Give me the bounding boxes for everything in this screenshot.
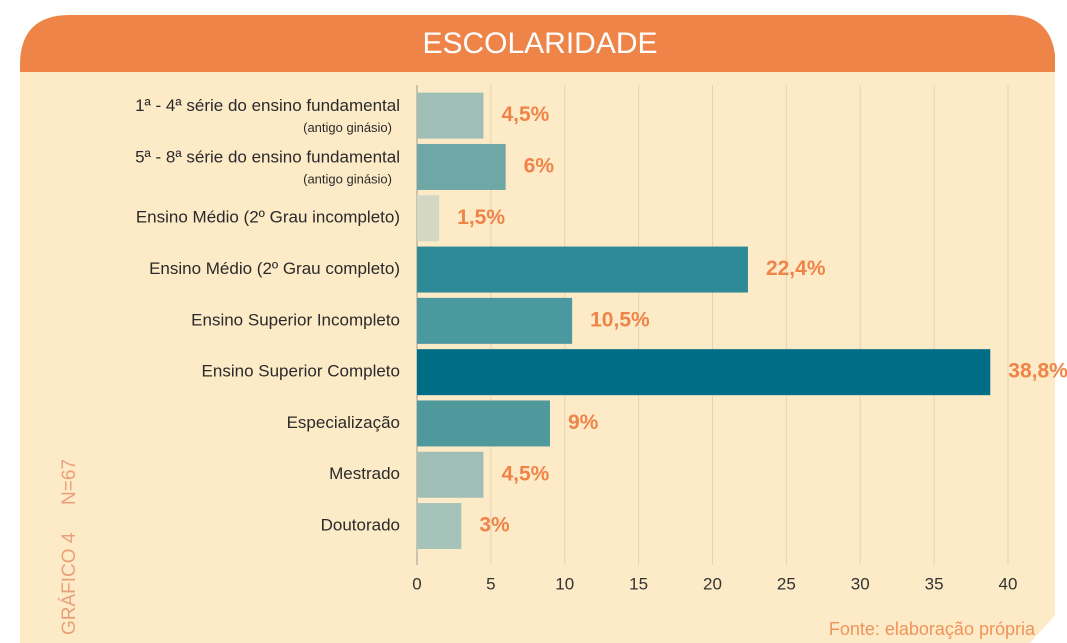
side-label: GRÁFICO 4 [59,532,80,635]
value-label: 10,5% [590,308,650,331]
value-label: 4,5% [501,462,549,485]
value-label: 3% [479,514,510,537]
chart-title: ESCOLARIDADE [422,27,657,60]
y-tick-label: Doutorado [321,516,400,535]
value-label: 22,4% [766,257,826,280]
value-label: 9% [568,411,599,434]
x-tick-label: 15 [629,574,648,593]
bar [417,503,462,550]
sample-size: N=67 [59,459,80,505]
y-tick-label: Ensino Superior Completo [202,362,400,381]
y-tick-label: 5ª - 8ª série do ensino fundamental [135,147,400,166]
y-tick-label: Ensino Superior Incompleto [191,310,400,329]
bar [417,92,484,139]
value-label: 38,8% [1008,360,1067,383]
x-tick-label: 40 [999,574,1018,593]
x-tick-label: 25 [777,574,796,593]
bar [417,195,440,242]
x-tick-label: 30 [851,574,870,593]
bar [417,400,550,447]
x-tick-label: 35 [925,574,944,593]
header [20,15,1055,72]
bar [417,143,506,190]
value-label: 4,5% [501,103,549,126]
bar [417,297,573,344]
value-label: 1,5% [457,206,505,229]
y-tick-sublabel: (antigo ginásio) [303,120,392,135]
bar [417,451,484,498]
x-tick-label: 20 [703,574,722,593]
source: Fonte: elaboração própria [829,619,1036,639]
bar [417,246,748,293]
x-tick-label: 10 [555,574,574,593]
bar [417,349,991,396]
value-label: 6% [524,154,555,177]
side-labels: GRÁFICO 4 N=67 [59,459,80,635]
y-tick-label: Ensino Médio (2º Grau incompleto) [136,208,400,227]
y-tick-label: Mestrado [329,464,400,483]
y-tick-sublabel: (antigo ginásio) [303,171,392,186]
x-tick-label: 0 [412,574,421,593]
y-tick-label: 1ª - 4ª série do ensino fundamental [135,96,400,115]
y-tick-label: Ensino Médio (2º Grau completo) [149,259,400,278]
x-tick-label: 5 [486,574,495,593]
y-tick-label: Especialização [287,413,400,432]
